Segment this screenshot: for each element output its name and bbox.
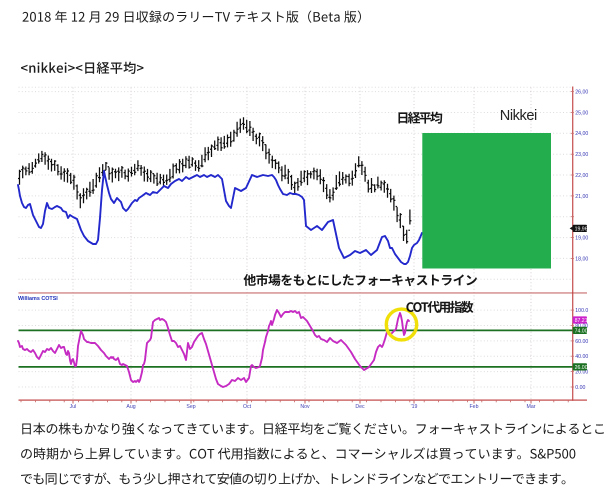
svg-text:Sep: Sep xyxy=(186,404,195,410)
svg-text:19,96: 19,96 xyxy=(575,226,588,232)
svg-text:Nikkei: Nikkei xyxy=(500,108,537,124)
svg-text:74.00: 74.00 xyxy=(575,328,588,334)
svg-text:Jul: Jul xyxy=(70,404,77,410)
svg-text:Nov: Nov xyxy=(300,404,310,410)
svg-text:22,00: 22,00 xyxy=(575,173,588,179)
svg-text:0.00: 0.00 xyxy=(575,385,585,391)
svg-text:87.21: 87.21 xyxy=(575,318,588,324)
svg-text:Aug: Aug xyxy=(126,404,135,410)
svg-text:26.00: 26.00 xyxy=(575,365,588,371)
svg-text:18,00: 18,00 xyxy=(575,256,588,262)
svg-text:60.00: 60.00 xyxy=(575,339,588,345)
svg-text:Feb: Feb xyxy=(470,404,479,410)
svg-text:19,00: 19,00 xyxy=(575,236,588,242)
svg-text:26,00: 26,00 xyxy=(575,90,588,96)
svg-text:40.00: 40.00 xyxy=(575,354,588,360)
svg-text:'19: '19 xyxy=(411,404,418,410)
svg-text:Williams COTSI: Williams COTSI xyxy=(18,296,58,302)
svg-text:100.0: 100.0 xyxy=(575,308,588,314)
svg-text:Dec: Dec xyxy=(355,404,365,410)
svg-text:23,00: 23,00 xyxy=(575,152,588,158)
svg-text:80.00: 80.00 xyxy=(575,323,588,329)
svg-text:25,00: 25,00 xyxy=(575,110,588,116)
svg-text:Oct: Oct xyxy=(243,404,252,410)
svg-text:24,00: 24,00 xyxy=(575,131,588,137)
svg-text:20.00: 20.00 xyxy=(575,370,588,376)
svg-text:Mar: Mar xyxy=(527,404,536,410)
svg-text:21,00: 21,00 xyxy=(575,194,588,200)
